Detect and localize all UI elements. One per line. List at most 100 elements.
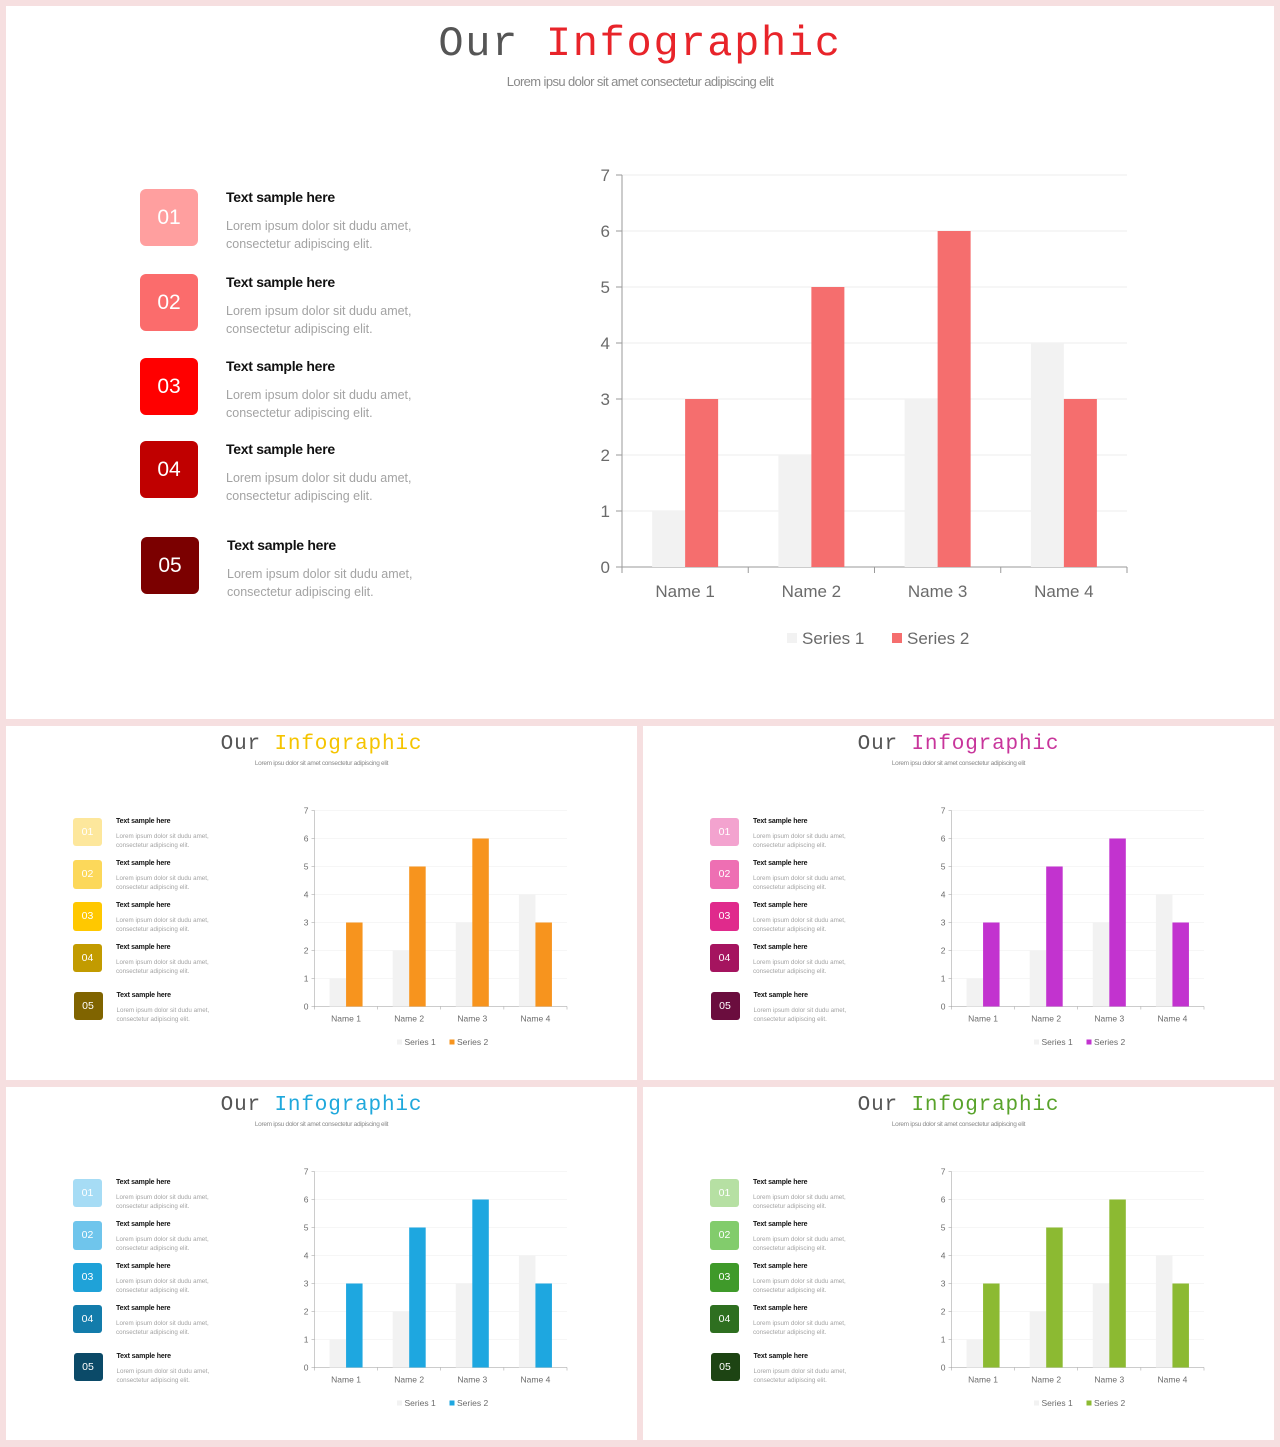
number-badge: 01: [710, 1178, 739, 1207]
bar-series-2-name-3: [1108, 1199, 1126, 1368]
legend-swatch-series-2: [1086, 1039, 1091, 1045]
item-description-line-1: Lorem ipsum dolor sit dudu amet,: [116, 1319, 209, 1327]
item-heading: Text sample here: [226, 441, 335, 457]
item-description-line-1: Lorem ipsum dolor sit dudu amet,: [227, 567, 413, 581]
item-heading: Text sample here: [753, 1263, 808, 1270]
item-description-line-1: Lorem ipsum dolor sit dudu amet,: [116, 917, 209, 924]
list-item: 02 Text sample here Lorem ipsum dolor sit …: [73, 1221, 233, 1253]
title-word-our: Our: [220, 733, 261, 756]
bar-series-1-name-1: [329, 1339, 346, 1368]
item-description-line-1: Lorem ipsum dolor sit dudu amet,: [753, 1006, 847, 1014]
bar-series-2-name-3: [471, 1199, 489, 1368]
item-description-line-1: Lorem ipsum dolor sit dudu amet,: [116, 832, 209, 840]
item-description-line-1: Lorem ipsum dolor sit dudu amet,: [226, 471, 412, 485]
list-item: 04 Text sample here Lorem ipsum dolor sit …: [73, 1304, 233, 1337]
item-description: Lorem ipsum dolor sit dudu amet, consecte…: [117, 1006, 210, 1024]
bar-series-2-name-4: [534, 922, 552, 1007]
list-item: 03 Text sample here Lorem ipsum dolor sit …: [73, 1263, 233, 1295]
item-description-line-2: consectetur adipiscing elit.: [227, 585, 374, 600]
number-badge: 04: [73, 943, 102, 972]
item-description-line-1: Lorem ipsum dolor sit dudu amet,: [226, 388, 412, 402]
list-item: 04 Text sample here Lorem ipsum dolor sit …: [710, 1304, 870, 1337]
title-space: [261, 733, 274, 756]
title-word-our: Our: [220, 1094, 261, 1117]
item-description-line-1: Lorem ipsum dolor sit dudu amet,: [753, 875, 846, 882]
x-tick-label: Name 2: [394, 1375, 424, 1385]
legend-label-series-2: Series 2: [457, 1398, 488, 1408]
item-description-line-1: Lorem ipsum dolor sit dudu amet,: [116, 958, 209, 966]
item-heading: Text sample here: [227, 537, 336, 553]
bar-series-2-name-3: [1108, 838, 1126, 1007]
slide-title: Our Infographic: [6, 1094, 637, 1117]
slide-subtitle: Lorem ipsu dolor sit amet consectetur ad…: [891, 760, 1026, 767]
slide-title: Our Infographic: [643, 733, 1274, 756]
item-heading: Text sample here: [753, 943, 808, 951]
bar-chart: 0 1 2 3 4 5 6 7 Name 1 Name 2 Name 3 Name 4 Series 1…: [940, 806, 1204, 1047]
x-tick-label: Name 4: [520, 1014, 550, 1024]
list-item: 01 Text sample here Lorem ipsum dolor sit …: [710, 1178, 870, 1211]
y-tick-label: 5: [940, 1223, 945, 1233]
bar-series-2-name-4: [1063, 399, 1097, 567]
item-description-line-2: consectetur adipiscing elit.: [116, 884, 190, 892]
legend-swatch-series-1: [1033, 1039, 1039, 1045]
title-space: [898, 733, 911, 756]
number-badge: 02: [73, 860, 102, 889]
y-tick-label: 0: [303, 1363, 308, 1373]
slide-green: Our Infographic Lorem ipsu dolor sit amet…: [643, 1087, 1274, 1440]
item-description-line-1: Lorem ipsum dolor sit dudu amet,: [116, 1278, 209, 1285]
list-item: 02 Text sample here Lorem ipsum dolor sit …: [710, 1221, 870, 1253]
title-space: [261, 1094, 274, 1117]
title-word-infographic: Infographic: [274, 1094, 423, 1117]
item-description-line-2: consectetur adipiscing elit.: [116, 967, 190, 975]
item-heading: Text sample here: [116, 860, 171, 867]
y-tick-label: 5: [303, 1223, 308, 1233]
item-heading: Text sample here: [116, 1221, 171, 1228]
y-tick-label: 7: [940, 806, 945, 816]
title-word-our: Our: [857, 733, 898, 756]
item-description-line-2: consectetur adipiscing elit.: [753, 967, 827, 975]
y-tick-label: 1: [940, 1335, 945, 1345]
legend-swatch-series-1: [787, 633, 797, 643]
x-tick-label: Name 2: [394, 1014, 424, 1024]
title-word-infographic: Infographic: [274, 733, 423, 756]
bar-series-2-name-2: [408, 1227, 426, 1368]
list-item: 02 Text sample here Lorem ipsum dolor sit …: [140, 274, 460, 338]
bar-series-2-name-4: [1171, 922, 1189, 1007]
list-item: 04 Text sample here Lorem ipsum dolor sit …: [140, 441, 460, 505]
bar-series-1-name-1: [966, 978, 983, 1007]
list-item: 05 Text sample here Lorem ipsum dolor sit …: [710, 991, 871, 1024]
bar-series-1-name-2: [392, 950, 409, 1007]
number-badge: 01: [73, 1178, 102, 1207]
number-badge: 03: [73, 1263, 102, 1292]
x-tick-label: Name 2: [1031, 1014, 1061, 1024]
y-tick-label: 6: [940, 1195, 945, 1205]
y-tick-label: 0: [601, 558, 610, 577]
item-description: Lorem ipsum dolor sit dudu amet, consecte…: [753, 1319, 846, 1337]
item-description: Lorem ipsum dolor sit dudu amet, consecte…: [753, 1193, 846, 1211]
item-description-line-2: consectetur adipiscing elit.: [226, 489, 373, 504]
x-tick-label: Name 3: [1094, 1014, 1124, 1024]
item-heading: Text sample here: [753, 860, 808, 867]
item-description-line-1: Lorem ipsum dolor sit dudu amet,: [116, 1193, 209, 1201]
slide-subtitle: Lorem ipsu dolor sit amet consectetur ad…: [254, 760, 389, 767]
legend-swatch-series-2: [449, 1400, 454, 1406]
number-badge: 01: [73, 817, 102, 846]
item-description: Lorem ipsum dolor sit dudu amet, consecte…: [116, 1319, 209, 1337]
legend-swatch-series-2: [449, 1039, 454, 1045]
item-heading: Text sample here: [753, 902, 808, 909]
x-tick-label: Name 3: [457, 1014, 487, 1024]
x-tick-label: Name 3: [457, 1375, 487, 1385]
item-description: Lorem ipsum dolor sit dudu amet, consecte…: [116, 1235, 209, 1253]
item-heading: Text sample here: [753, 991, 809, 999]
number-badge: 01: [140, 189, 198, 246]
item-description: Lorem ipsum dolor sit dudu amet, consecte…: [753, 1277, 846, 1295]
title-space: [898, 1094, 911, 1117]
bar-series-2-name-1: [982, 922, 1000, 1007]
bar-chart: 0 1 2 3 4 5 6 7 Name 1 Name 2 Name 3 Name 4 Series 1…: [303, 806, 567, 1047]
y-tick-label: 3: [940, 1279, 945, 1289]
slide-magenta: Our Infographic Lorem ipsu dolor sit amet…: [643, 726, 1274, 1080]
item-description: Lorem ipsum dolor sit dudu amet, consecte…: [116, 832, 209, 850]
bar-series-1-name-1: [329, 978, 346, 1007]
number-badge: 04: [710, 1304, 739, 1333]
item-description-line-2: consectetur adipiscing elit.: [226, 322, 373, 337]
